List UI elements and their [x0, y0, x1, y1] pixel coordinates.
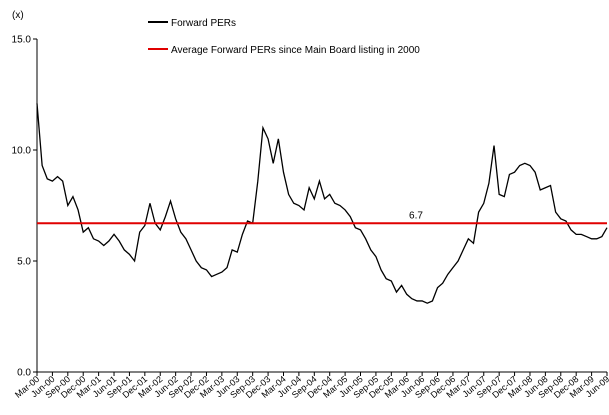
- y-tick-label: 15.0: [12, 35, 32, 46]
- series-line: [36, 103, 608, 304]
- legend-label: Average Forward PERs since Main Board li…: [171, 45, 420, 56]
- legend-label: Forward PERs: [171, 18, 236, 29]
- y-tick-label: 0.0: [17, 368, 31, 379]
- y-unit-label: (x): [12, 10, 24, 21]
- y-tick-label: 5.0: [17, 257, 31, 268]
- y-tick-label: 10.0: [12, 146, 32, 157]
- average-label: 6.7: [409, 210, 423, 221]
